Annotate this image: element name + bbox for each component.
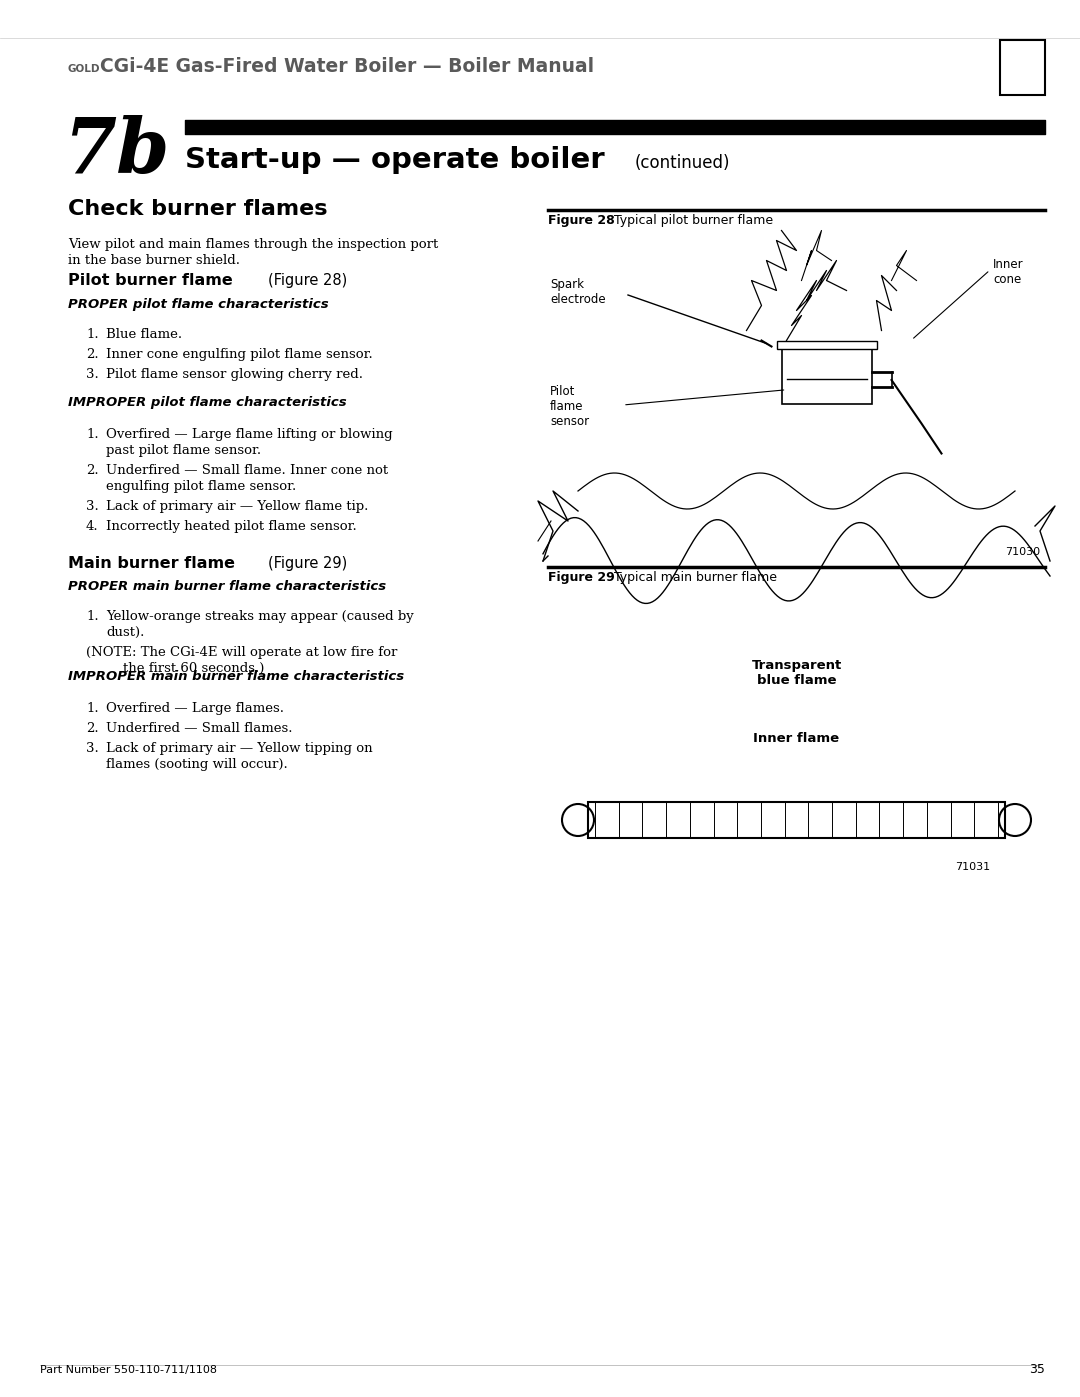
Text: Transparent
blue flame: Transparent blue flame	[752, 659, 841, 687]
Text: 71031: 71031	[955, 862, 990, 872]
Text: Part Number 550-110-711/1108: Part Number 550-110-711/1108	[40, 1365, 217, 1375]
Text: Underfired — Small flame. Inner cone not: Underfired — Small flame. Inner cone not	[106, 464, 388, 476]
Bar	[1000, 41, 1045, 95]
Text: (Figure 28): (Figure 28)	[268, 272, 348, 288]
Bar	[782, 348, 872, 404]
Text: Underfired — Small flames.: Underfired — Small flames.	[106, 722, 293, 735]
Text: Inner cone engulfing pilot flame sensor.: Inner cone engulfing pilot flame sensor.	[106, 348, 373, 360]
Text: 3.: 3.	[86, 742, 98, 754]
Text: past pilot flame sensor.: past pilot flame sensor.	[106, 444, 261, 457]
Text: 2.: 2.	[86, 464, 98, 476]
Text: 4.: 4.	[86, 520, 98, 534]
Text: the first 60 seconds.): the first 60 seconds.)	[106, 662, 265, 675]
Text: Check burner flames: Check burner flames	[68, 198, 327, 219]
Text: View pilot and main flames through the inspection port: View pilot and main flames through the i…	[68, 237, 438, 251]
Text: dust).: dust).	[106, 626, 145, 638]
Text: Inner flame: Inner flame	[754, 732, 839, 745]
Bar	[777, 341, 877, 348]
Text: Yellow-orange streaks may appear (caused by: Yellow-orange streaks may appear (caused…	[106, 610, 414, 623]
Text: IMPROPER main burner flame characteristics: IMPROPER main burner flame characteristi…	[68, 671, 404, 683]
Text: GOLD: GOLD	[68, 64, 100, 74]
Text: 71030: 71030	[1004, 548, 1040, 557]
Text: (Figure 29): (Figure 29)	[268, 556, 348, 571]
Text: Lack of primary air — Yellow tipping on: Lack of primary air — Yellow tipping on	[106, 742, 373, 754]
Text: (continued): (continued)	[635, 154, 730, 172]
Text: Blue flame.: Blue flame.	[106, 328, 183, 341]
Text: 35: 35	[1029, 1363, 1045, 1376]
Text: 1.: 1.	[86, 328, 98, 341]
Text: flames (sooting will occur).: flames (sooting will occur).	[106, 759, 287, 771]
Text: Typical main burner flame: Typical main burner flame	[606, 571, 777, 584]
Text: 2.: 2.	[86, 348, 98, 360]
Text: 3.: 3.	[86, 500, 98, 513]
Text: Pilot burner flame: Pilot burner flame	[68, 272, 233, 288]
Text: Start-up — operate boiler: Start-up — operate boiler	[185, 147, 605, 175]
Text: Typical pilot burner flame: Typical pilot burner flame	[606, 214, 773, 226]
Text: CGi-4E Gas-Fired Water Boiler — Boiler Manual: CGi-4E Gas-Fired Water Boiler — Boiler M…	[100, 57, 594, 75]
Text: PROPER pilot flame characteristics: PROPER pilot flame characteristics	[68, 298, 328, 312]
Text: Lack of primary air — Yellow flame tip.: Lack of primary air — Yellow flame tip.	[106, 500, 368, 513]
Text: 1.: 1.	[86, 610, 98, 623]
Text: (NOTE: The CGi-4E will operate at low fire for: (NOTE: The CGi-4E will operate at low fi…	[86, 645, 397, 659]
Text: wm: wm	[1007, 60, 1037, 75]
Text: 1.: 1.	[86, 427, 98, 441]
Text: Pilot flame sensor glowing cherry red.: Pilot flame sensor glowing cherry red.	[106, 367, 363, 381]
Text: Main burner flame: Main burner flame	[68, 556, 235, 571]
Text: IMPROPER pilot flame characteristics: IMPROPER pilot flame characteristics	[68, 395, 347, 409]
Text: in the base burner shield.: in the base burner shield.	[68, 254, 240, 267]
Text: Inner
cone: Inner cone	[993, 258, 1024, 286]
Text: Pilot
flame
sensor: Pilot flame sensor	[550, 386, 589, 427]
Text: 2.: 2.	[86, 722, 98, 735]
Text: Spark
electrode: Spark electrode	[550, 278, 606, 306]
Text: 7b: 7b	[63, 115, 170, 189]
Text: Figure 28: Figure 28	[548, 214, 615, 226]
Text: 1.: 1.	[86, 703, 98, 715]
Text: Overfired — Large flames.: Overfired — Large flames.	[106, 703, 284, 715]
Text: Overfired — Large flame lifting or blowing: Overfired — Large flame lifting or blowi…	[106, 427, 393, 441]
Bar	[588, 802, 1005, 838]
Text: PROPER main burner flame characteristics: PROPER main burner flame characteristics	[68, 580, 387, 592]
Text: 3.: 3.	[86, 367, 98, 381]
Text: Incorrectly heated pilot flame sensor.: Incorrectly heated pilot flame sensor.	[106, 520, 356, 534]
Text: engulfing pilot flame sensor.: engulfing pilot flame sensor.	[106, 481, 296, 493]
Text: Figure 29: Figure 29	[548, 571, 615, 584]
